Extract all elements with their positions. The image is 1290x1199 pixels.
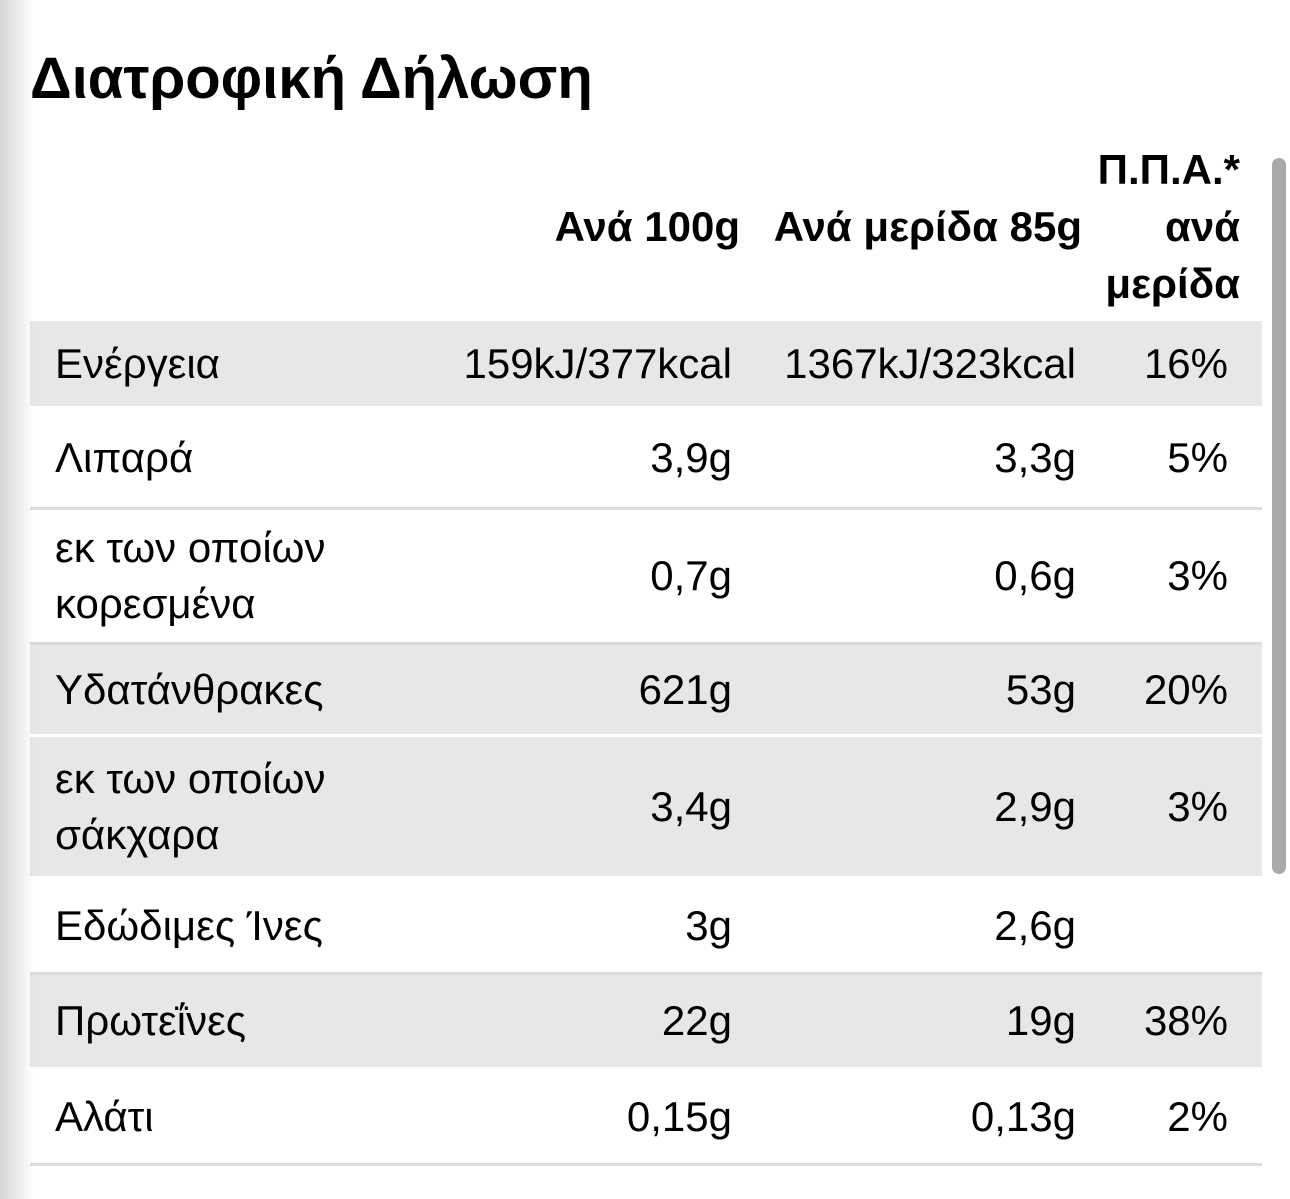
value-per-100g: 621g bbox=[410, 645, 740, 737]
column-header-row: Ανά 100g Ανά μερίδα 85g Π.Π.Α.* ανά μερί… bbox=[30, 141, 1262, 312]
row-label: Εδώδιμες Ίνες bbox=[30, 879, 410, 975]
value-ri-percent: 3% bbox=[1082, 510, 1262, 645]
column-header-per-100g: Ανά 100g bbox=[554, 203, 740, 250]
value-ri-percent: 38% bbox=[1082, 975, 1262, 1070]
value-per-serving: 3,3g bbox=[740, 409, 1082, 510]
row-label: εκ των οποίων κορεσμένα bbox=[30, 510, 410, 645]
table-row-fibre: Εδώδιμες Ίνες 3g 2,6g bbox=[30, 879, 1262, 975]
row-label: εκ των οποίων σάκχαρα bbox=[30, 737, 410, 879]
vertical-scrollbar-thumb[interactable] bbox=[1272, 158, 1286, 874]
value-per-100g: 22g bbox=[410, 975, 740, 1070]
value-ri-percent: 5% bbox=[1082, 409, 1262, 510]
row-label: Ενέργεια bbox=[30, 321, 410, 409]
value-per-serving: 53g bbox=[740, 645, 1082, 737]
column-header-spacer bbox=[30, 141, 410, 312]
table-row-salt: Αλάτι 0,15g 0,13g 2% bbox=[30, 1070, 1262, 1166]
value-per-serving: 19g bbox=[740, 975, 1082, 1070]
value-per-100g: 0,7g bbox=[410, 510, 740, 645]
value-per-serving: 2,9g bbox=[740, 737, 1082, 879]
table-row-carbohydrate: Υδατάνθρακες 621g 53g 20% bbox=[30, 645, 1262, 737]
value-ri-percent: 3% bbox=[1082, 737, 1262, 879]
left-edge-shadow bbox=[0, 0, 34, 1199]
value-per-serving: 2,6g bbox=[740, 879, 1082, 975]
value-per-serving: 0,13g bbox=[740, 1070, 1082, 1166]
column-header-ri-per-serving: Π.Π.Α.* ανά μερίδα bbox=[1082, 141, 1262, 312]
table-row-saturates: εκ των οποίων κορεσμένα 0,7g 0,6g 3% bbox=[30, 510, 1262, 645]
value-ri-percent: 2% bbox=[1082, 1070, 1262, 1166]
row-label: Λιπαρά bbox=[30, 409, 410, 510]
value-per-100g: 3g bbox=[410, 879, 740, 975]
value-per-100g: 3,9g bbox=[410, 409, 740, 510]
value-ri-percent bbox=[1082, 879, 1262, 975]
row-label: Αλάτι bbox=[30, 1070, 410, 1166]
ri-header-line-3: μερίδα bbox=[1105, 260, 1240, 307]
value-ri-percent: 20% bbox=[1082, 645, 1262, 737]
value-per-serving: 1367kJ/323kcal bbox=[740, 321, 1082, 409]
value-per-100g: 159kJ/377kcal bbox=[410, 321, 740, 409]
ri-header-line-1: Π.Π.Α.* bbox=[1097, 146, 1240, 193]
value-per-serving: 0,6g bbox=[740, 510, 1082, 645]
row-label: Υδατάνθρακες bbox=[30, 645, 410, 737]
nutrition-table: Ενέργεια 159kJ/377kcal 1367kJ/323kcal 16… bbox=[30, 321, 1262, 1166]
ri-header-line-2: ανά bbox=[1165, 203, 1240, 250]
value-per-100g: 0,15g bbox=[410, 1070, 740, 1166]
table-row-energy: Ενέργεια 159kJ/377kcal 1367kJ/323kcal 16… bbox=[30, 321, 1262, 409]
page-title: Διατροφική Δήλωση bbox=[30, 46, 593, 111]
row-label: Πρωτεΐνες bbox=[30, 975, 410, 1070]
table-row-sugars: εκ των οποίων σάκχαρα 3,4g 2,9g 3% bbox=[30, 737, 1262, 879]
column-header-per-serving: Ανά μερίδα 85g bbox=[773, 203, 1082, 250]
value-ri-percent: 16% bbox=[1082, 321, 1262, 409]
table-row-protein: Πρωτεΐνες 22g 19g 38% bbox=[30, 975, 1262, 1070]
table-row-fat: Λιπαρά 3,9g 3,3g 5% bbox=[30, 409, 1262, 510]
value-per-100g: 3,4g bbox=[410, 737, 740, 879]
